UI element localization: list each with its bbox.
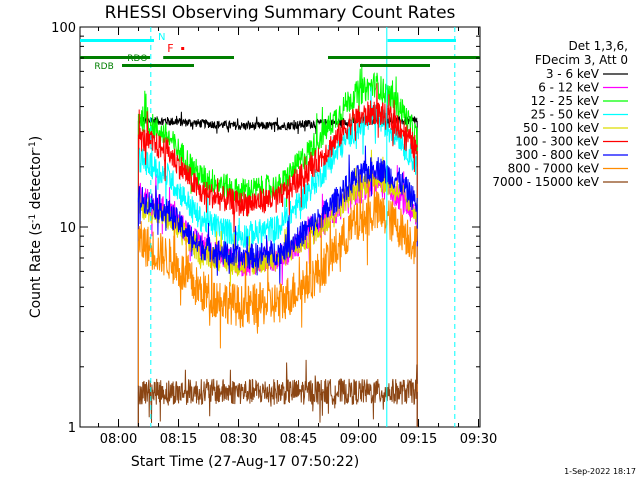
axes-group: 08:00 08:15 08:30 08:45 09:00 09:15 09:30 1 10 10… bbox=[51, 21, 497, 447]
y-label-sup-1: -1 bbox=[28, 214, 38, 223]
legend-label-6: 300 - 800 keV bbox=[515, 148, 599, 162]
rdb-bar-0 bbox=[122, 64, 194, 67]
chart-title: RHESSI Observing Summary Count Rates bbox=[105, 3, 456, 23]
series-line-7 bbox=[137, 174, 418, 349]
legend-header-1: Det 1,3,6, bbox=[569, 39, 629, 53]
legend-label-8: 7000 - 15000 keV bbox=[492, 175, 599, 189]
series-line-6 bbox=[137, 145, 418, 285]
legend-header-2: FDecim 3, Att 0 bbox=[535, 53, 628, 67]
x-tick-label-0: 08:00 bbox=[100, 432, 137, 447]
y-label-end: ) bbox=[28, 136, 44, 141]
rdo-flag-label: RDO bbox=[127, 54, 147, 64]
f-marker bbox=[181, 47, 185, 50]
x-tick-label-1: 08:15 bbox=[160, 432, 197, 447]
rdo-bar-0 bbox=[80, 56, 150, 59]
rdo-bar-2 bbox=[328, 56, 480, 59]
x-tick-label-5: 09:15 bbox=[400, 432, 437, 447]
series-group bbox=[137, 63, 418, 427]
night-bar-1 bbox=[80, 39, 154, 42]
y-tick-label-2: 100 bbox=[51, 21, 76, 36]
y-tick-label-0: 1 bbox=[68, 421, 76, 436]
y-tick-label-1: 10 bbox=[59, 221, 76, 236]
legend-label-4: 50 - 100 keV bbox=[523, 121, 600, 135]
series-line-5 bbox=[137, 83, 418, 233]
legend-label-2: 12 - 25 keV bbox=[531, 94, 600, 108]
x-tick-label-4: 09:00 bbox=[340, 432, 377, 447]
y-label-sup-2: -1 bbox=[28, 141, 38, 150]
legend-label-7: 800 - 7000 keV bbox=[508, 162, 600, 176]
f-flag-label: F bbox=[167, 42, 173, 55]
legend-label-1: 6 - 12 keV bbox=[538, 81, 600, 95]
y-label-tail: detector bbox=[28, 150, 44, 214]
x-tick-label-3: 08:45 bbox=[280, 432, 317, 447]
x-axis-label: Start Time (27-Aug-17 07:50:22) bbox=[131, 454, 359, 470]
y-label-main: Count Rate (s bbox=[28, 223, 44, 318]
night-bar-2 bbox=[387, 39, 456, 42]
legend-label-5: 100 - 300 keV bbox=[515, 135, 599, 149]
x-tick-label-6: 09:30 bbox=[460, 432, 497, 447]
rdb-flag-label: RDB bbox=[94, 62, 113, 72]
y-axis-label: Count Rate (s-1 detector-1) bbox=[28, 136, 44, 318]
x-tick-label-2: 08:30 bbox=[220, 432, 257, 447]
n-flag-label: N bbox=[158, 32, 165, 43]
flag-group: NF RDO RDB bbox=[80, 27, 480, 427]
series-line-8 bbox=[137, 359, 418, 423]
legend-label-3: 25 - 50 keV bbox=[531, 108, 600, 122]
footer-timestamp: 1-Sep-2022 18:17 bbox=[564, 467, 636, 476]
rdo-bar-1 bbox=[163, 56, 234, 59]
legend-label-0: 3 - 6 keV bbox=[546, 67, 600, 81]
rdb-bar-1 bbox=[360, 64, 430, 67]
